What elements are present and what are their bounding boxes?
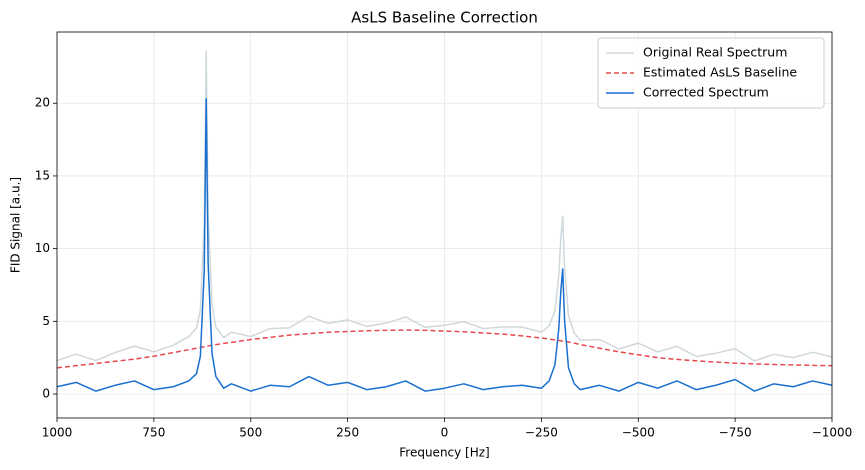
series-line — [56, 98, 833, 392]
legend-label: Original Real Spectrum — [643, 45, 787, 60]
x-tick-label: 1000 — [42, 426, 73, 440]
x-tick-label: 0 — [441, 426, 449, 440]
y-tick-label: 15 — [35, 168, 50, 182]
y-axis-label: FID Signal [a.u.] — [9, 177, 23, 273]
x-tick-label: −750 — [719, 426, 752, 440]
x-axis-label: Frequency [Hz] — [399, 446, 490, 460]
x-tick-label: −1000 — [812, 426, 853, 440]
x-tick-label: 500 — [239, 426, 262, 440]
y-tick-label: 5 — [42, 314, 50, 328]
legend: Original Real Spectrum Estimated AsLS Bas… — [597, 37, 825, 109]
legend-label: Corrected Spectrum — [643, 85, 769, 100]
x-tick-label: 250 — [336, 426, 359, 440]
legend-label: Estimated AsLS Baseline — [643, 65, 797, 80]
x-tick-label: −250 — [525, 426, 558, 440]
x-tick-label: 750 — [142, 426, 165, 440]
y-tick-label: 0 — [42, 387, 50, 401]
y-tick-label: 20 — [35, 96, 50, 110]
legend-box — [597, 37, 825, 109]
series-line — [56, 50, 833, 362]
plot-frame — [56, 31, 833, 419]
y-tick-label: 10 — [35, 241, 50, 255]
chart-title: AsLS Baseline Correction — [351, 9, 538, 27]
x-tick-label: −500 — [622, 426, 655, 440]
